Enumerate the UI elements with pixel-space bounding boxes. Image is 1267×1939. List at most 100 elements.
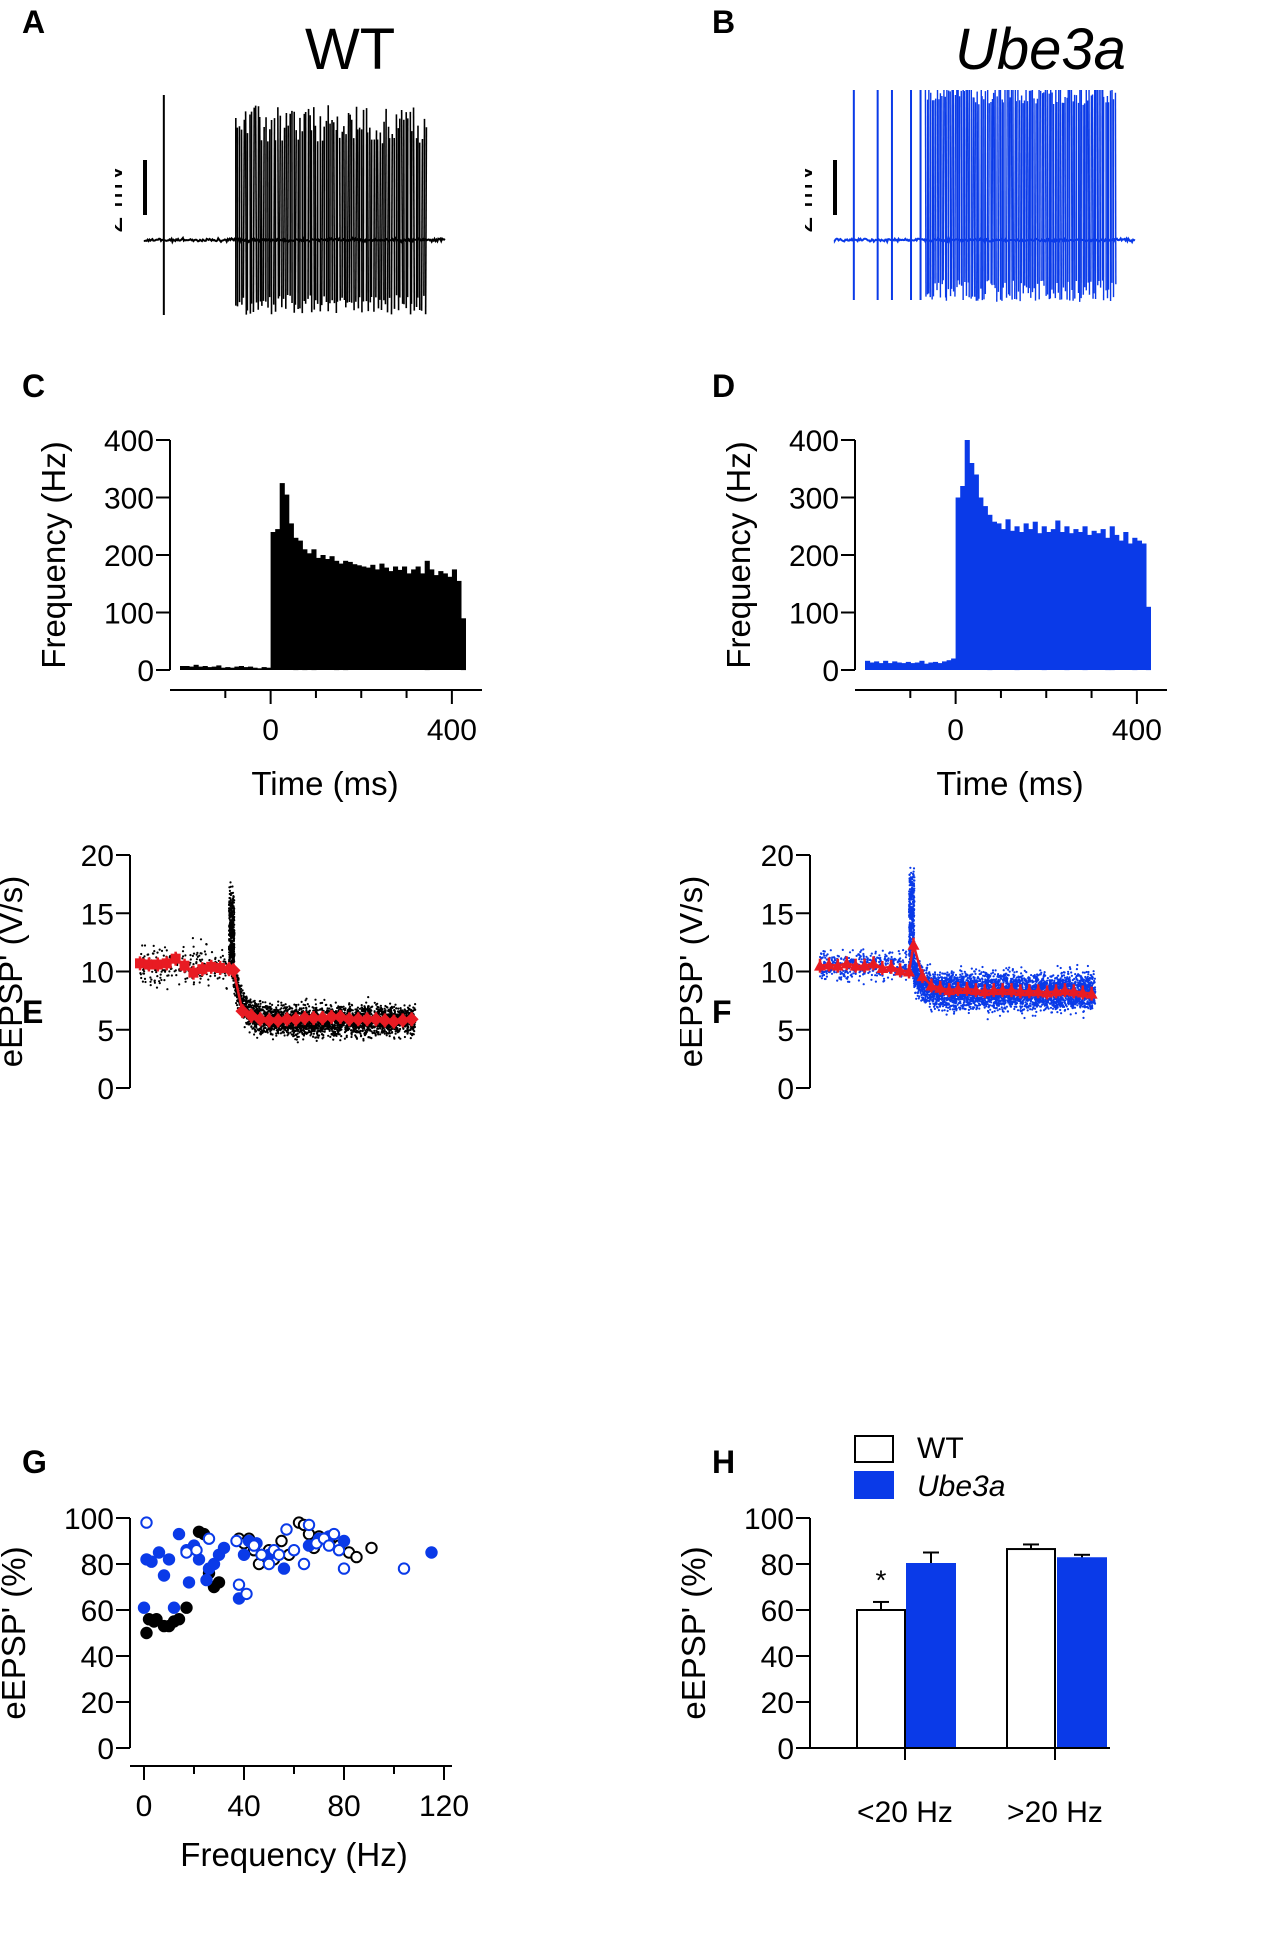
data-point <box>354 1024 357 1027</box>
mean-marker <box>253 1012 268 1027</box>
data-point <box>908 884 911 887</box>
data-point <box>910 871 913 874</box>
data-point <box>268 1002 272 1005</box>
data-point <box>275 1006 278 1009</box>
data-point <box>269 1008 272 1011</box>
data-point <box>398 1024 401 1027</box>
data-point <box>331 1030 334 1033</box>
data-point <box>820 977 823 980</box>
spike <box>242 119 246 298</box>
data-point <box>290 1022 293 1025</box>
y-tick-label: 0 <box>97 1073 114 1106</box>
data-point <box>232 939 235 943</box>
data-point <box>184 954 187 957</box>
data-point <box>324 1011 327 1014</box>
hist-bar <box>1091 530 1097 670</box>
data-point <box>298 1027 301 1030</box>
data-point <box>270 1010 273 1013</box>
data-point <box>294 1038 297 1041</box>
data-point <box>160 949 164 952</box>
data-point <box>153 950 156 953</box>
data-point <box>904 956 907 959</box>
spike <box>1010 90 1013 300</box>
data-point <box>908 878 912 881</box>
data-point <box>897 959 900 962</box>
data-point <box>399 1012 402 1015</box>
spike <box>1044 90 1047 296</box>
data-point <box>290 1033 293 1036</box>
hist-bar <box>329 556 335 670</box>
data-point <box>195 958 198 961</box>
data-point <box>305 997 308 1000</box>
data-point <box>305 1025 308 1028</box>
hist-bar <box>1023 523 1029 670</box>
data-point <box>277 1028 280 1031</box>
data-point <box>201 958 204 961</box>
spike <box>262 127 265 301</box>
data-point <box>874 968 877 971</box>
spike <box>368 127 372 303</box>
data-point <box>829 949 832 952</box>
data-point <box>399 1007 402 1010</box>
spike <box>412 107 416 311</box>
spike <box>1018 100 1021 302</box>
data-point <box>310 1026 313 1029</box>
data-point <box>160 978 163 982</box>
data-point <box>912 879 916 882</box>
data-point <box>305 1009 308 1012</box>
panel-label-f: F <box>712 994 732 1030</box>
data-point <box>250 1025 253 1028</box>
data-point <box>154 969 157 972</box>
data-point <box>825 972 828 975</box>
data-point <box>365 1031 368 1034</box>
data-point <box>151 952 154 955</box>
data-point <box>236 1004 239 1007</box>
spike <box>244 111 248 315</box>
spike <box>320 140 324 306</box>
data-point <box>139 972 142 975</box>
data-point <box>184 977 187 980</box>
spike <box>286 125 290 296</box>
data-point <box>152 944 155 947</box>
data-point <box>839 972 842 976</box>
data-point <box>228 958 231 961</box>
hist-bar <box>1073 529 1079 670</box>
data-point <box>404 1025 407 1028</box>
data-point <box>271 1027 274 1030</box>
data-point <box>406 1006 410 1009</box>
data-point <box>230 911 233 914</box>
hist-bar <box>1145 606 1151 671</box>
hist-bar <box>393 566 399 670</box>
data-point <box>363 1027 366 1030</box>
data-point <box>166 974 169 977</box>
hist-bar <box>1046 532 1052 670</box>
hist-bar <box>1068 533 1074 670</box>
data-point <box>284 1009 287 1012</box>
data-point <box>315 1039 318 1042</box>
data-point <box>191 954 194 957</box>
data-point <box>279 1032 282 1035</box>
data-point <box>255 1006 258 1010</box>
data-point <box>254 1023 257 1026</box>
data-point <box>379 1008 382 1011</box>
y-axis-label: Frequency (Hz) <box>35 441 72 668</box>
spike <box>376 139 380 309</box>
data-point <box>366 1006 369 1009</box>
data-point <box>182 945 185 949</box>
data-point <box>903 967 907 970</box>
data-point <box>858 958 861 961</box>
data-point <box>143 955 146 958</box>
panel-label-b: B <box>712 4 736 40</box>
data-point <box>316 1033 319 1036</box>
mean-marker <box>377 1013 392 1028</box>
data-point <box>258 1005 261 1008</box>
data-point <box>263 1024 266 1027</box>
data-point <box>307 1027 311 1030</box>
data-point <box>302 1027 305 1030</box>
data-point <box>912 929 915 932</box>
hist-bar <box>874 661 880 670</box>
data-point <box>256 1036 259 1039</box>
data-point <box>285 1006 289 1009</box>
